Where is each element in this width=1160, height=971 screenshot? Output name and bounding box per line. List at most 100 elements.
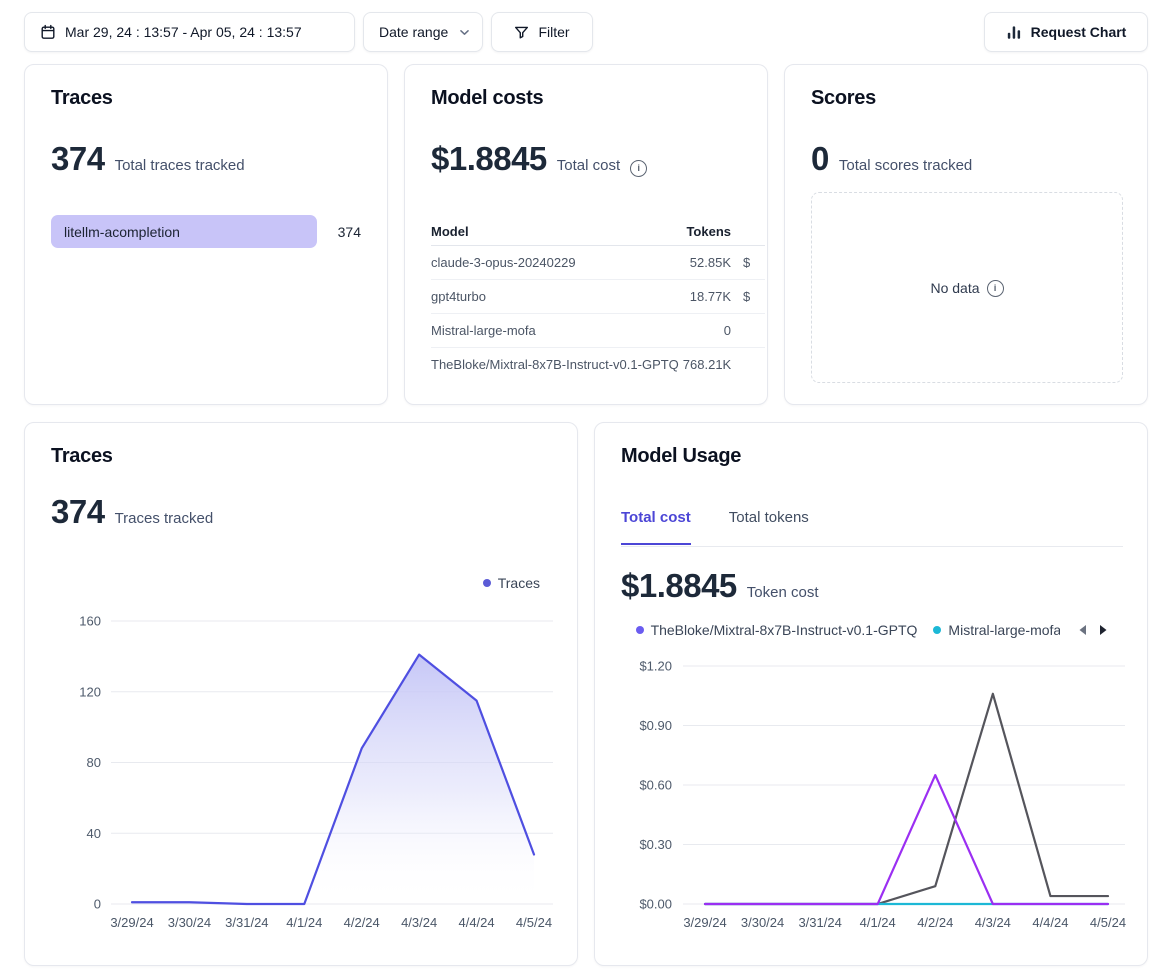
model-cost-row: Mistral-large-mofa 0 [431, 314, 765, 348]
trace-name-bar[interactable]: litellm-acompletion [51, 215, 317, 248]
svg-text:$0.90: $0.90 [639, 718, 672, 733]
legend-prev-button[interactable] [1078, 624, 1087, 636]
svg-text:80: 80 [87, 755, 101, 770]
model-usage-tabs: Total cost Total tokens [621, 509, 809, 545]
traces-total-metric: 374 Total traces tracked [51, 140, 245, 178]
svg-text:3/30/24: 3/30/24 [741, 915, 784, 930]
trace-name-bar-row: litellm-acompletion 374 [51, 215, 361, 248]
legend-label: Mistral-large-mofa [948, 622, 1061, 638]
model-name: gpt4turbo [431, 289, 486, 304]
card-title: Model Usage [621, 445, 742, 467]
svg-text:$1.20: $1.20 [639, 659, 672, 674]
token-count: 0 [723, 323, 731, 338]
metric-value: 0 [811, 140, 829, 177]
card-title: Traces [51, 87, 113, 109]
legend-dot-icon [635, 626, 644, 634]
model-cost-row: claude-3-opus-20240229 52.85K $ [431, 246, 765, 280]
svg-text:4/3/24: 4/3/24 [401, 915, 437, 930]
scores-empty-state: No data i [811, 192, 1123, 383]
svg-text:4/2/24: 4/2/24 [344, 915, 380, 930]
metric-value: $1.8845 [431, 140, 547, 177]
legend-dot-icon [933, 626, 942, 634]
column-header-model: Model [431, 223, 469, 239]
metric-value: 374 [51, 493, 105, 530]
model-usage-legend: TheBloke/Mixtral-8x7B-Instruct-v0.1-GPTQ… [621, 622, 1123, 638]
bar-chart-icon [1006, 24, 1022, 40]
token-count: 18.77K [689, 289, 731, 304]
chevron-down-icon [457, 25, 472, 40]
metric-label: Token cost [746, 584, 819, 601]
filter-button[interactable]: Filter [491, 12, 593, 52]
model-costs-table-header: Model Tokens [431, 217, 765, 246]
legend-next-button[interactable] [1099, 624, 1108, 636]
token-count: 768.21K [682, 357, 732, 372]
model-name: TheBloke/Mixtral-8x7B-Instruct-v0.1-GPTQ [431, 357, 679, 372]
legend-label: TheBloke/Mixtral-8x7B-Instruct-v0.1-GPTQ [650, 622, 918, 638]
card-title: Scores [811, 87, 876, 109]
traces-summary-card: Traces 374 Total traces tracked litellm-… [24, 64, 388, 405]
request-chart-button[interactable]: Request Chart [984, 12, 1148, 52]
svg-text:3/29/24: 3/29/24 [683, 915, 726, 930]
svg-text:4/5/24: 4/5/24 [1090, 915, 1126, 930]
svg-text:$0.60: $0.60 [639, 778, 672, 793]
svg-text:4/1/24: 4/1/24 [860, 915, 896, 930]
request-chart-label: Request Chart [1030, 24, 1127, 40]
svg-text:4/2/24: 4/2/24 [917, 915, 953, 930]
date-range-preset-label: Date range [379, 24, 449, 40]
model-costs-table: Model Tokens claude-3-opus-20240229 52.85… [431, 217, 765, 381]
legend-label: Traces [497, 575, 540, 591]
model-costs-card: Model costs $1.8845 Total cost i Model T… [404, 64, 768, 405]
svg-text:3/31/24: 3/31/24 [225, 915, 268, 930]
svg-text:$0.00: $0.00 [639, 897, 672, 912]
legend-item: TheBloke/Mixtral-8x7B-Instruct-v0.1-GPTQ [635, 622, 918, 638]
metric-label: Total traces tracked [114, 157, 245, 174]
trace-name-count: 374 [337, 223, 361, 240]
info-icon[interactable]: i [986, 280, 1004, 297]
scores-card: Scores 0 Total scores tracked No data i [784, 64, 1148, 405]
svg-text:160: 160 [79, 614, 101, 629]
svg-text:$0.30: $0.30 [639, 837, 672, 852]
model-cost-row: TheBloke/Mixtral-8x7B-Instruct-v0.1-GPTQ… [431, 348, 765, 381]
filter-funnel-icon [514, 25, 529, 40]
model-usage-card: Model Usage Total cost Total tokens $1.8… [594, 422, 1148, 966]
tabs-divider [621, 546, 1123, 547]
model-cost-row: gpt4turbo 18.77K $ [431, 280, 765, 314]
token-count: 52.85K [689, 255, 731, 270]
traces-chart-card: Traces 374 Traces tracked Traces 0 40 80 12… [24, 422, 578, 966]
metric-label: Traces tracked [114, 510, 214, 527]
svg-text:3/29/24: 3/29/24 [110, 915, 153, 930]
tab-total-cost[interactable]: Total cost [621, 509, 691, 545]
metric-label: Total cost [556, 157, 621, 174]
tab-total-tokens[interactable]: Total tokens [728, 509, 809, 526]
svg-text:3/30/24: 3/30/24 [168, 915, 211, 930]
usd-cost-clipped: $ [743, 289, 751, 304]
svg-text:120: 120 [79, 684, 101, 699]
model-name: claude-3-opus-20240229 [431, 255, 576, 270]
metric-value: $1.8845 [621, 567, 737, 604]
metric-label: Total scores tracked [838, 157, 973, 174]
trace-name-label: litellm-acompletion [64, 223, 180, 240]
traces-chart-legend: Traces [482, 575, 540, 591]
legend-dot-icon [482, 579, 491, 587]
card-title: Traces [51, 445, 113, 467]
svg-text:40: 40 [87, 826, 101, 841]
date-range-value: Mar 29, 24 : 13:57 - Apr 05, 24 : 13:57 [65, 24, 302, 40]
svg-text:4/4/24: 4/4/24 [1032, 915, 1068, 930]
svg-text:3/31/24: 3/31/24 [798, 915, 841, 930]
svg-text:4/3/24: 4/3/24 [975, 915, 1011, 930]
info-icon[interactable]: i [630, 160, 648, 178]
date-range-preset-dropdown[interactable]: Date range [363, 12, 483, 52]
token-cost-metric: $1.8845 Token cost [621, 567, 819, 605]
traces-tracked-metric: 374 Traces tracked [51, 493, 213, 531]
usd-cost-clipped: $ [743, 255, 751, 270]
svg-text:4/1/24: 4/1/24 [286, 915, 322, 930]
svg-text:4/5/24: 4/5/24 [516, 915, 552, 930]
scores-total-metric: 0 Total scores tracked [811, 140, 972, 178]
total-cost-metric: $1.8845 Total cost i [431, 140, 648, 178]
legend-item: Traces [482, 575, 540, 591]
date-range-picker-button[interactable]: Mar 29, 24 : 13:57 - Apr 05, 24 : 13:57 [24, 12, 355, 52]
column-header-tokens: Tokens [686, 223, 731, 239]
model-usage-line-chart: $0.00 $0.30 $0.60 $0.90 $1.20 3/29/24 3/30/24 3… [639, 659, 1126, 931]
traces-area-chart: 0 40 80 120 160 3/29/24 3/30/24 3/31/24 4/1/24 4/… [79, 614, 553, 930]
svg-text:0: 0 [94, 897, 101, 912]
